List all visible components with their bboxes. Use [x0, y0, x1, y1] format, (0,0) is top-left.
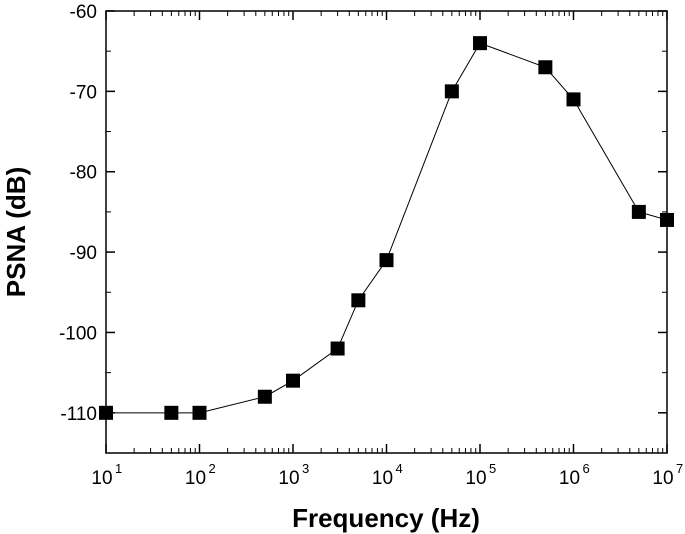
data-point: [444, 84, 459, 99]
data-point: [330, 341, 345, 356]
data-point: [164, 405, 179, 420]
x-tick-label: 10: [559, 468, 580, 489]
y-tick-label: -70: [70, 82, 97, 103]
x-tick-exponent: 1: [115, 461, 122, 476]
data-markers: [99, 36, 674, 420]
x-tick-exponent: 2: [209, 461, 216, 476]
x-tick-exponent: 3: [302, 461, 309, 476]
y-tick-label: -100: [59, 323, 97, 344]
x-tick-label: 10: [185, 468, 206, 489]
data-point: [257, 389, 272, 404]
data-point: [379, 253, 394, 268]
y-tick-label: -90: [70, 243, 97, 264]
x-tick-exponent: 6: [583, 461, 590, 476]
x-tick-exponent: 4: [396, 461, 403, 476]
data-point: [538, 60, 553, 75]
x-tick-label: 10: [465, 468, 486, 489]
x-tick-label: 10: [372, 468, 393, 489]
x-tick-label: 10: [652, 468, 673, 489]
data-point: [631, 204, 646, 219]
series-line: [106, 42, 668, 414]
data-point: [192, 405, 207, 420]
data-point: [660, 212, 674, 227]
tick-labels: 10 1 10 2 10 3 10 4 10 5 10 6 10 7-60-70-80-90-100-11…: [59, 2, 683, 489]
data-point: [99, 405, 113, 420]
x-tick-exponent: 7: [676, 461, 683, 476]
y-tick-label: -110: [60, 404, 97, 425]
x-tick-label: 10: [91, 468, 112, 489]
data-point: [566, 92, 581, 107]
plot-frame: [105, 10, 668, 454]
y-tick-label: -80: [70, 163, 97, 184]
x-tick-exponent: 5: [489, 461, 496, 476]
data-point: [351, 293, 366, 308]
x-tick-label: 10: [278, 468, 299, 489]
x-axis-label: Frequency (Hz): [292, 503, 480, 533]
data-point: [473, 36, 487, 51]
data-point: [286, 373, 300, 388]
y-axis-label: PSNA (dB): [1, 167, 31, 297]
axis-ticks: [105, 10, 668, 454]
y-tick-label: -60: [70, 2, 97, 23]
